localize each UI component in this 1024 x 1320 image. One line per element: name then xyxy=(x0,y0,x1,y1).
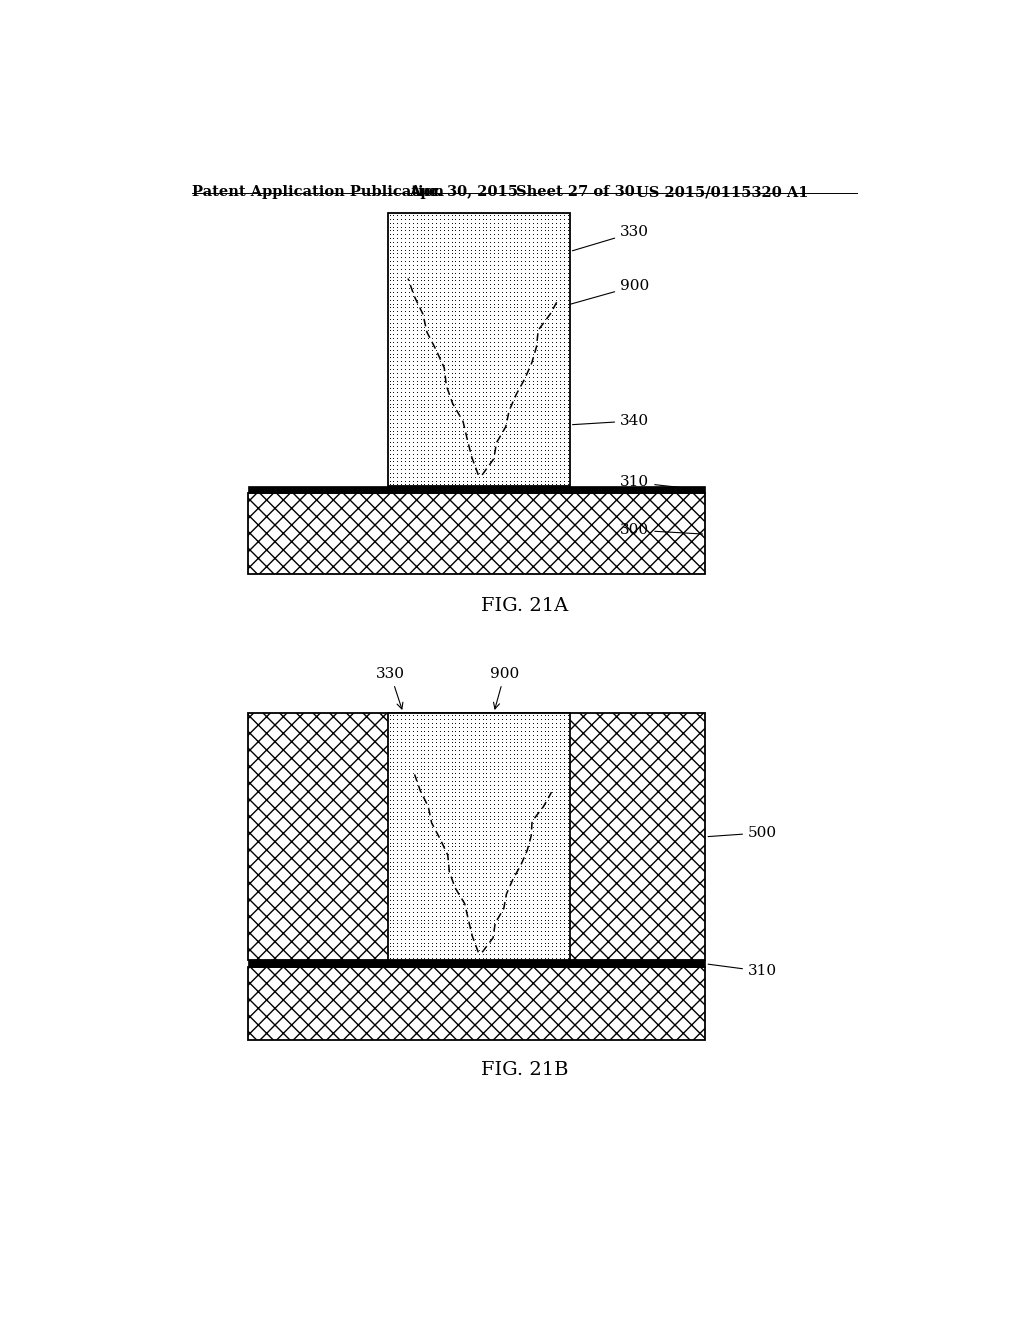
Text: 900: 900 xyxy=(568,279,649,305)
Text: 310: 310 xyxy=(621,475,702,490)
Text: 330: 330 xyxy=(572,226,649,251)
Text: FIG. 21A: FIG. 21A xyxy=(481,598,568,615)
Text: 500: 500 xyxy=(709,826,777,840)
Bar xyxy=(248,494,706,574)
Text: Patent Application Publication: Patent Application Publication xyxy=(193,185,444,199)
Bar xyxy=(248,487,706,494)
Text: 330: 330 xyxy=(376,667,406,709)
Text: 340: 340 xyxy=(572,414,649,428)
Text: US 2015/0115320 A1: US 2015/0115320 A1 xyxy=(636,185,808,199)
Text: 300: 300 xyxy=(621,523,702,537)
Bar xyxy=(388,713,569,960)
Bar xyxy=(388,213,569,487)
Text: Apr. 30, 2015: Apr. 30, 2015 xyxy=(410,185,518,199)
Bar xyxy=(248,968,706,1040)
Text: 900: 900 xyxy=(489,667,519,709)
Text: Sheet 27 of 30: Sheet 27 of 30 xyxy=(515,185,634,199)
Text: 310: 310 xyxy=(709,964,777,978)
Bar xyxy=(248,713,706,960)
Bar xyxy=(248,960,706,966)
Text: FIG. 21B: FIG. 21B xyxy=(481,1061,568,1078)
